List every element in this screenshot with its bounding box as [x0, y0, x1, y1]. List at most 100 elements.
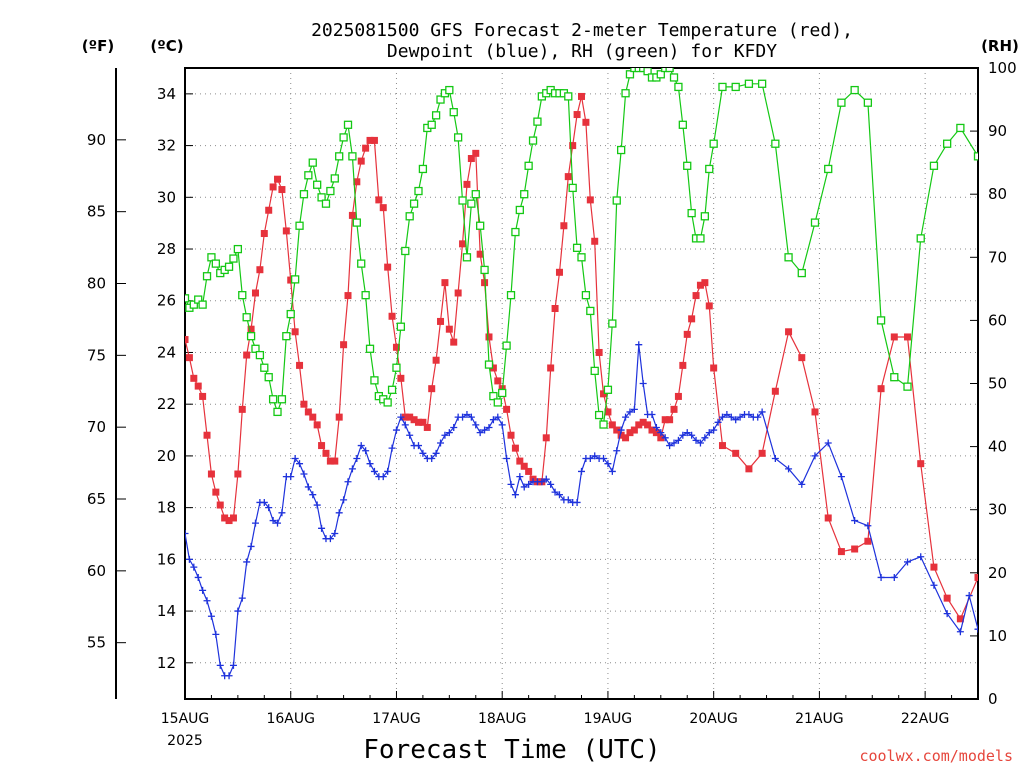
data-point: [736, 413, 744, 421]
data-point: [785, 328, 793, 336]
data-point: [242, 313, 251, 322]
data-point: [246, 332, 256, 341]
data-point: [489, 416, 497, 424]
data-point: [710, 426, 718, 434]
rh-tick-label: 30: [988, 501, 1007, 519]
fahrenheit-tick-label: 65: [87, 490, 106, 508]
data-point: [472, 421, 480, 429]
data-point: [520, 190, 529, 199]
data-point: [603, 385, 613, 394]
x-tick-label: 16AUG: [266, 711, 315, 727]
data-point: [771, 454, 779, 462]
data-point: [489, 364, 497, 372]
data-point: [837, 548, 845, 556]
x-tick-label: 20AUG: [689, 711, 738, 727]
data-point: [409, 199, 419, 208]
data-point: [243, 558, 251, 566]
data-point: [318, 442, 326, 450]
data-point: [264, 373, 273, 382]
data-point: [555, 268, 563, 276]
data-point: [692, 292, 700, 300]
fahrenheit-tick-label: 60: [87, 562, 106, 580]
data-point: [564, 92, 573, 101]
data-point: [185, 529, 189, 537]
data-point: [666, 416, 674, 424]
rh-tick-label: 50: [988, 375, 1007, 393]
data-point: [586, 454, 594, 462]
data-point: [207, 253, 216, 262]
data-point: [670, 405, 678, 413]
data-point: [797, 268, 806, 278]
data-point: [423, 423, 431, 431]
data-point: [432, 449, 440, 457]
data-point: [683, 330, 691, 338]
data-point: [387, 385, 397, 394]
data-point: [692, 436, 700, 444]
data-point: [362, 447, 370, 455]
data-point: [300, 400, 308, 408]
data-point: [300, 470, 308, 478]
grid-lines: [185, 68, 978, 699]
data-point: [701, 434, 709, 442]
data-point: [406, 431, 414, 439]
data-point: [745, 465, 753, 473]
data-point: [533, 117, 542, 126]
data-point: [613, 447, 621, 455]
data-point: [273, 407, 282, 417]
data-point: [321, 199, 331, 208]
celsius-tick-label: 14: [157, 602, 176, 620]
rh-unit-label: (RH): [981, 37, 1019, 55]
data-point: [255, 350, 265, 360]
data-point: [277, 395, 287, 404]
data-point: [903, 382, 912, 391]
data-point: [454, 289, 462, 297]
data-point: [335, 509, 343, 517]
data-point: [287, 473, 295, 481]
data-point: [462, 253, 472, 262]
data-point: [467, 413, 475, 421]
data-point: [247, 325, 255, 333]
data-point: [260, 363, 269, 372]
data-point: [476, 250, 484, 258]
data-point: [370, 467, 378, 475]
fahrenheit-tick-label: 70: [87, 418, 106, 436]
data-point: [516, 473, 524, 481]
data-point: [723, 411, 731, 419]
data-point: [331, 529, 339, 537]
data-point: [445, 429, 453, 437]
data-point: [207, 470, 215, 478]
x-tick-label: 17AUG: [372, 711, 421, 727]
data-point: [498, 421, 506, 429]
data-point: [547, 364, 555, 372]
data-point: [260, 230, 268, 238]
data-point: [974, 573, 978, 581]
data-point: [568, 183, 577, 193]
data-point: [331, 457, 339, 465]
data-point: [304, 171, 313, 180]
data-point: [551, 488, 559, 496]
data-point: [573, 111, 581, 119]
data-point: [503, 454, 511, 462]
chart-title: 2025081500 GFS Forecast 2-meter Temperat…: [311, 20, 853, 62]
data-point: [366, 136, 374, 144]
data-point: [837, 98, 846, 107]
data-point: [304, 408, 312, 416]
data-point: [445, 325, 453, 333]
data-point: [441, 431, 449, 439]
data-point: [683, 161, 692, 170]
data-point: [326, 457, 334, 465]
data-point: [212, 630, 220, 638]
data-point: [278, 509, 286, 517]
data-point: [965, 592, 973, 600]
data-point: [251, 344, 260, 353]
data-point: [436, 95, 445, 104]
data-point: [551, 305, 559, 313]
x-tick-label: 21AUG: [795, 711, 844, 727]
data-point: [524, 161, 533, 170]
rh-axis-ticks: 0 10 20 30 40 50 60 70 80 90 100: [970, 59, 1017, 708]
data-point: [199, 392, 207, 400]
data-point: [758, 449, 766, 457]
data-point: [229, 514, 237, 522]
data-point: [458, 196, 467, 205]
data-point: [709, 139, 718, 148]
